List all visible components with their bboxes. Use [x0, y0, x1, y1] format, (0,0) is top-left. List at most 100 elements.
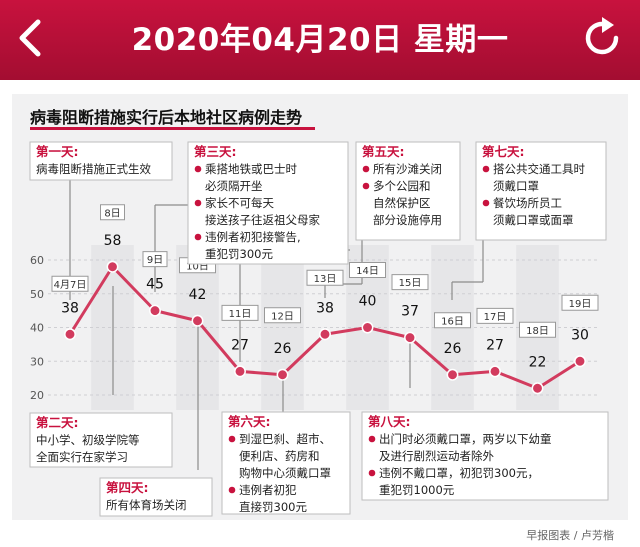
annotation-frame: [187, 141, 349, 265]
annotation-day: 第八天:: [368, 414, 411, 429]
data-value-label: 30: [571, 327, 589, 343]
annotation-frame: [221, 411, 351, 515]
y-tick-label: 30: [30, 355, 44, 368]
bullet-dot: [194, 199, 202, 207]
annotation-line: 便利店、药房和: [239, 449, 320, 463]
annotation-line: 接送孩子往返祖父母家: [205, 213, 320, 227]
date-tag-box: [434, 312, 471, 329]
data-point: [276, 368, 289, 381]
data-value-label: 42: [189, 287, 207, 303]
annotation-box: 第八天: 出门时必须戴口罩，两岁以下幼童及进行剧烈运动者除外违例不戴口罩，初犯罚3…: [361, 411, 609, 501]
date-tag-label: 11日: [229, 309, 252, 320]
page-date: 2020年04月20日 星期一: [131, 22, 509, 58]
date-tag-box: [306, 269, 344, 286]
annotation-box: 第四天: 所有体育场关闭: [99, 477, 213, 517]
annotation-line: 出门时必须戴口罩，两岁以下幼童: [379, 432, 552, 446]
data-value-label: 22: [529, 354, 547, 370]
annotation-line: 部分设施停用: [373, 213, 442, 227]
annotation-line: 家长不可每天: [205, 196, 274, 210]
data-value-label: 40: [359, 294, 377, 310]
data-point: [446, 368, 459, 381]
bullet-dot: [368, 435, 376, 443]
chart-title: 病毒阻断措施实行后本地社区病例走势: [30, 108, 303, 127]
annotation-line: 搭公共交通工具时: [493, 162, 585, 176]
refresh-icon[interactable]: [578, 14, 626, 62]
chart-credit: 早报图表 / 卢芳楷: [526, 529, 614, 542]
annotation-line: 所有体育场关闭: [106, 498, 187, 512]
date-tag-box: [391, 274, 429, 291]
date-tag-label: 19日: [569, 299, 592, 310]
bullet-dot: [368, 469, 376, 477]
date-tag-box: [142, 251, 168, 268]
date-tag-label: 9日: [147, 255, 163, 266]
annotation-box: 第一天: 病毒阻断措施正式生效: [29, 141, 173, 181]
annotation-line: 须戴口罩: [493, 179, 539, 193]
date-tag-label: 14日: [356, 266, 379, 277]
annotation-box: 第三天: 乘搭地铁或巴士时必须隔开坐家长不可每天接送孩子往返祖父母家违例者初犯接警…: [187, 141, 349, 265]
y-tick-label: 20: [30, 389, 44, 402]
annotation-day: 第四天:: [106, 480, 149, 495]
data-point: [191, 314, 204, 327]
date-tag-label: 13日: [314, 274, 337, 285]
annotation-line: 违例者初犯: [239, 483, 297, 497]
data-value-label: 27: [231, 337, 249, 353]
date-tag-label: 10日: [186, 261, 209, 272]
data-point: [489, 365, 501, 378]
bullet-dot: [362, 165, 370, 173]
title-underline: [30, 127, 315, 130]
annotation-line: 及进行剧烈运动者除外: [379, 449, 494, 463]
chevron-left-icon[interactable]: [10, 16, 54, 60]
bullet-dot: [228, 486, 236, 494]
date-tag-label: 17日: [484, 312, 507, 323]
data-value-label: 26: [274, 341, 292, 357]
date-tag-label: 18日: [526, 326, 549, 337]
data-point: [149, 304, 161, 317]
date-tag-box: [519, 321, 556, 338]
data-value-label: 38: [316, 300, 334, 316]
annotation-day: 第二天:: [36, 415, 79, 430]
annotation-day: 第一天:: [36, 144, 79, 159]
data-point: [106, 260, 119, 273]
data-point: [234, 365, 246, 378]
annotation-line: 中小学、初级学院等: [36, 433, 140, 447]
data-point: [574, 355, 586, 368]
date-tag-box: [264, 307, 301, 324]
annotation-line: 重犯罚1000元: [379, 483, 455, 497]
date-tag-box: [221, 304, 259, 321]
annotation-line: 必须隔开坐: [205, 179, 263, 193]
bullet-dot: [194, 165, 202, 173]
date-tag-box: [561, 294, 599, 311]
bullet-dot: [482, 199, 490, 207]
y-tick-label: 40: [30, 322, 44, 335]
annotation-frame: [361, 411, 609, 501]
annotation-line: 须戴口罩或面罩: [493, 213, 574, 227]
data-value-label: 58: [104, 233, 122, 249]
date-tag-label: 4月7日: [54, 279, 87, 291]
annotation-frame: [99, 477, 213, 517]
annotation-line: 乘搭地铁或巴士时: [205, 162, 297, 176]
annotation-line: 购物中心须戴口罩: [239, 466, 331, 480]
annotation-day: 第六天:: [228, 414, 271, 429]
annotation-day: 第七天:: [482, 144, 525, 159]
bullet-dot: [482, 165, 490, 173]
date-tag-box: [349, 262, 386, 278]
annotation-frame: [355, 141, 461, 241]
date-tag-label: 8日: [104, 208, 120, 219]
y-tick-label: 50: [30, 288, 44, 301]
data-point: [361, 321, 374, 334]
data-value-label: 45: [146, 277, 164, 293]
data-point: [319, 328, 331, 341]
data-point: [531, 382, 544, 395]
date-tag-label: 15日: [399, 278, 422, 289]
annotation-frame: [29, 141, 173, 181]
annotation-line: 重犯罚300元: [205, 247, 273, 261]
bullet-dot: [194, 233, 202, 241]
annotation-line: 到湿巴刹、超市、: [239, 432, 331, 446]
annotation-line: 所有沙滩关闭: [373, 162, 442, 176]
annotation-day: 第五天:: [362, 144, 405, 159]
